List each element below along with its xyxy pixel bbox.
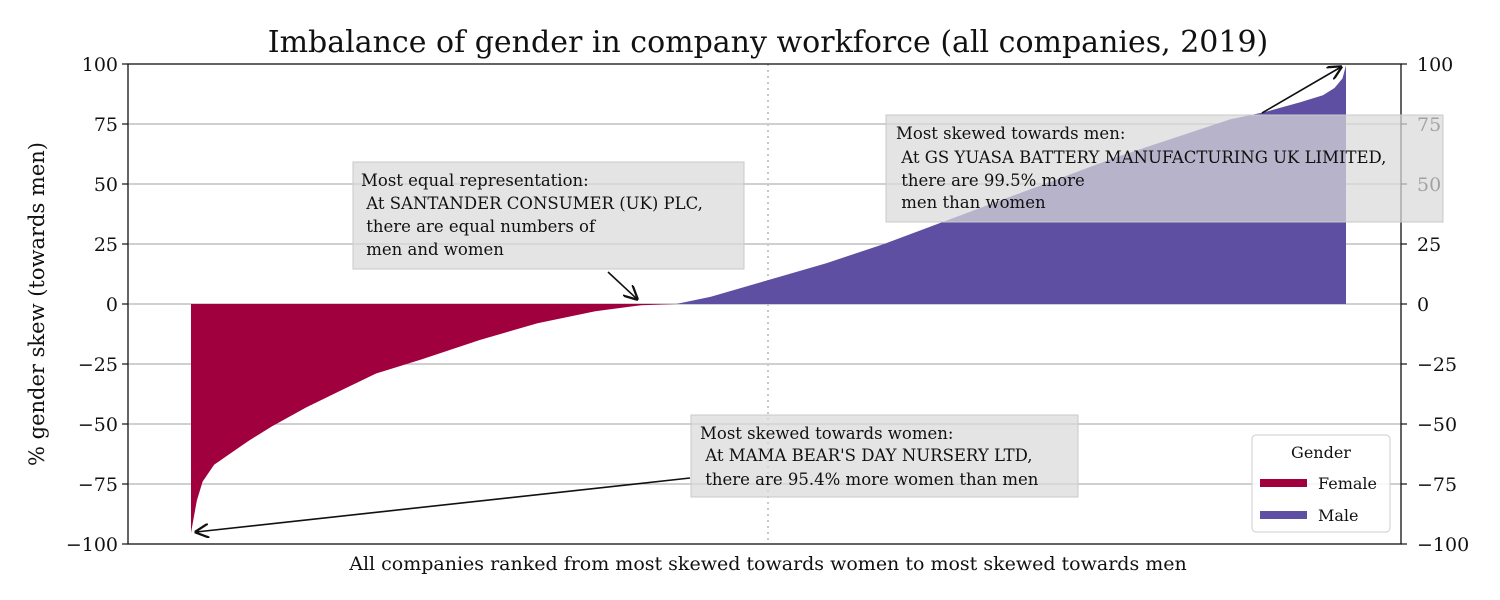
female-area [191, 304, 677, 533]
annotation-equal-line: Most equal representation: [361, 171, 589, 190]
x-axis-label: All companies ranked from most skewed to… [348, 553, 1187, 575]
y-axis-label: % gender skew (towards men) [25, 142, 49, 466]
y-tick-label: −100 [1417, 534, 1469, 556]
annotation-men-line: At GS YUASA BATTERY MANUFACTURING UK LIM… [896, 148, 1386, 167]
annotation-women: Most skewed towards women: At MAMA BEAR'… [196, 414, 1079, 532]
legend-title: Gender [1291, 443, 1351, 462]
y-tick-label: −25 [1417, 354, 1457, 376]
annotation-equal: Most equal representation: At SANTANDER … [352, 161, 745, 299]
svg-text:Most equal representation:: Most equal representation: At SANTANDER … [361, 171, 740, 259]
y-tick-label: 75 [94, 114, 118, 136]
male-area [676, 65, 1346, 304]
y-tick-label: −75 [78, 474, 118, 496]
y-tick-label: −75 [1417, 474, 1457, 496]
y-tick-label: 25 [1417, 234, 1441, 256]
y-axis-left: 100 75 50 25 0 −25 −50 −75 −100 [66, 54, 128, 556]
annotation-equal-line: men and women [361, 240, 504, 259]
annotation-men-line: there are 99.5% more [896, 171, 1085, 190]
legend: Gender Female Male [1251, 434, 1391, 533]
annotation-equal-arrow [607, 271, 637, 299]
annotation-women-line: there are 95.4% more women than men [700, 470, 1039, 489]
legend-label-male: Male [1318, 506, 1359, 525]
legend-swatch-male [1260, 511, 1307, 519]
y-tick-label: 0 [1417, 294, 1429, 316]
legend-swatch-female [1260, 479, 1307, 487]
y-tick-label: −50 [1417, 414, 1457, 436]
annotation-men-line: Most skewed towards men: [896, 124, 1125, 143]
annotation-men: Most skewed towards men: At GS YUASA BAT… [885, 67, 1444, 223]
annotation-men-arrow [1261, 67, 1341, 114]
y-tick-label: 100 [82, 54, 118, 76]
annotation-equal-line: At SANTANDER CONSUMER (UK) PLC, [361, 194, 703, 213]
y-tick-label: −25 [78, 354, 118, 376]
y-tick-label: −100 [66, 534, 118, 556]
y-tick-label: 50 [94, 174, 118, 196]
y-tick-label: 0 [106, 294, 118, 316]
annotation-equal-line: there are equal numbers of [361, 217, 597, 236]
annotation-women-arrow [196, 477, 691, 532]
annotation-women-line: Most skewed towards women: [700, 424, 953, 443]
chart-title: Imbalance of gender in company workforce… [268, 25, 1269, 60]
y-tick-label: 100 [1417, 54, 1453, 76]
svg-text:Most skewed towards men:: Most skewed towards men: At GS YUASA BAT… [896, 124, 1423, 212]
y-tick-label: 25 [94, 234, 118, 256]
legend-label-female: Female [1318, 474, 1377, 493]
annotation-men-line: men than women [896, 193, 1046, 212]
y-tick-label: −50 [78, 414, 118, 436]
svg-text:Most skewed towards women:: Most skewed towards women: At MAMA BEAR'… [700, 424, 1069, 489]
annotation-women-line: At MAMA BEAR'S DAY NURSERY LTD, [700, 446, 1033, 465]
